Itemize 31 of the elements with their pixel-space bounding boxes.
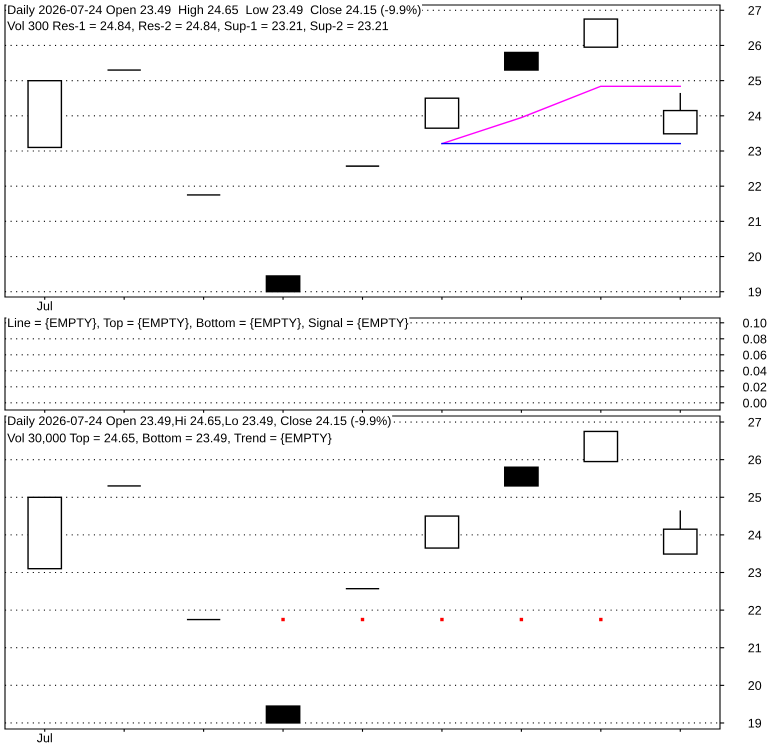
chart-title: Line = {EMPTY}, Top = {EMPTY}, Bottom = {EMPTY}, Signal = {EMPTY} — [8, 318, 408, 330]
y-tick-label: 19 — [748, 288, 762, 296]
y-tick-label: 0.02 — [743, 382, 766, 392]
y-tick-label: 26 — [748, 41, 762, 50]
y-tick-label: 24 — [748, 530, 762, 540]
y-tick-label: 21 — [748, 644, 762, 652]
y-tick-label: 23 — [748, 146, 762, 156]
y-tick-label: 0.08 — [743, 334, 766, 344]
y-tick-label: 22 — [748, 606, 762, 615]
y-tick-label: 19 — [748, 718, 762, 728]
y-tick-label: 24 — [748, 112, 762, 120]
y-tick-label: 20 — [748, 681, 762, 690]
chart-title: Daily 2026-07-24 Open 23.49,Hi 24.65,Lo 23.49, Close 24.15 (-9.9%) — [8, 416, 391, 428]
y-tick-label: 0.00 — [743, 398, 766, 408]
y-tick-label: 22 — [748, 182, 762, 191]
y-tick-label: 25 — [748, 76, 762, 86]
x-tick-label: Jul — [36, 733, 52, 742]
chart-title: Daily 2026-07-24 Open 23.49 High 24.65 Low 23.49 Close 24.15 (-9.9%) — [8, 5, 421, 17]
text: Vol 30,000 Top = 24.65, Bottom = 23.49, Trend = {EMPTY} — [7, 433, 332, 445]
y-tick-label: 27 — [748, 6, 762, 15]
x-tick-label: Jul — [36, 301, 52, 310]
y-tick-label: 0.04 — [743, 366, 767, 376]
text: Vol 300 Res-1 = 24.84, Res-2 = 24.84, Sup-1 = 23.21, Sup-2 = 23.21 — [7, 21, 388, 33]
y-tick-label: 21 — [748, 217, 762, 226]
y-tick-label: 26 — [748, 455, 762, 464]
y-tick-label: 23 — [748, 568, 762, 578]
y-tick-label: 20 — [748, 252, 762, 262]
y-tick-label: 0.10 — [743, 318, 766, 328]
y-tick-label: 0.06 — [743, 350, 766, 360]
y-tick-label: 25 — [748, 493, 762, 502]
y-tick-label: 27 — [748, 418, 762, 427]
